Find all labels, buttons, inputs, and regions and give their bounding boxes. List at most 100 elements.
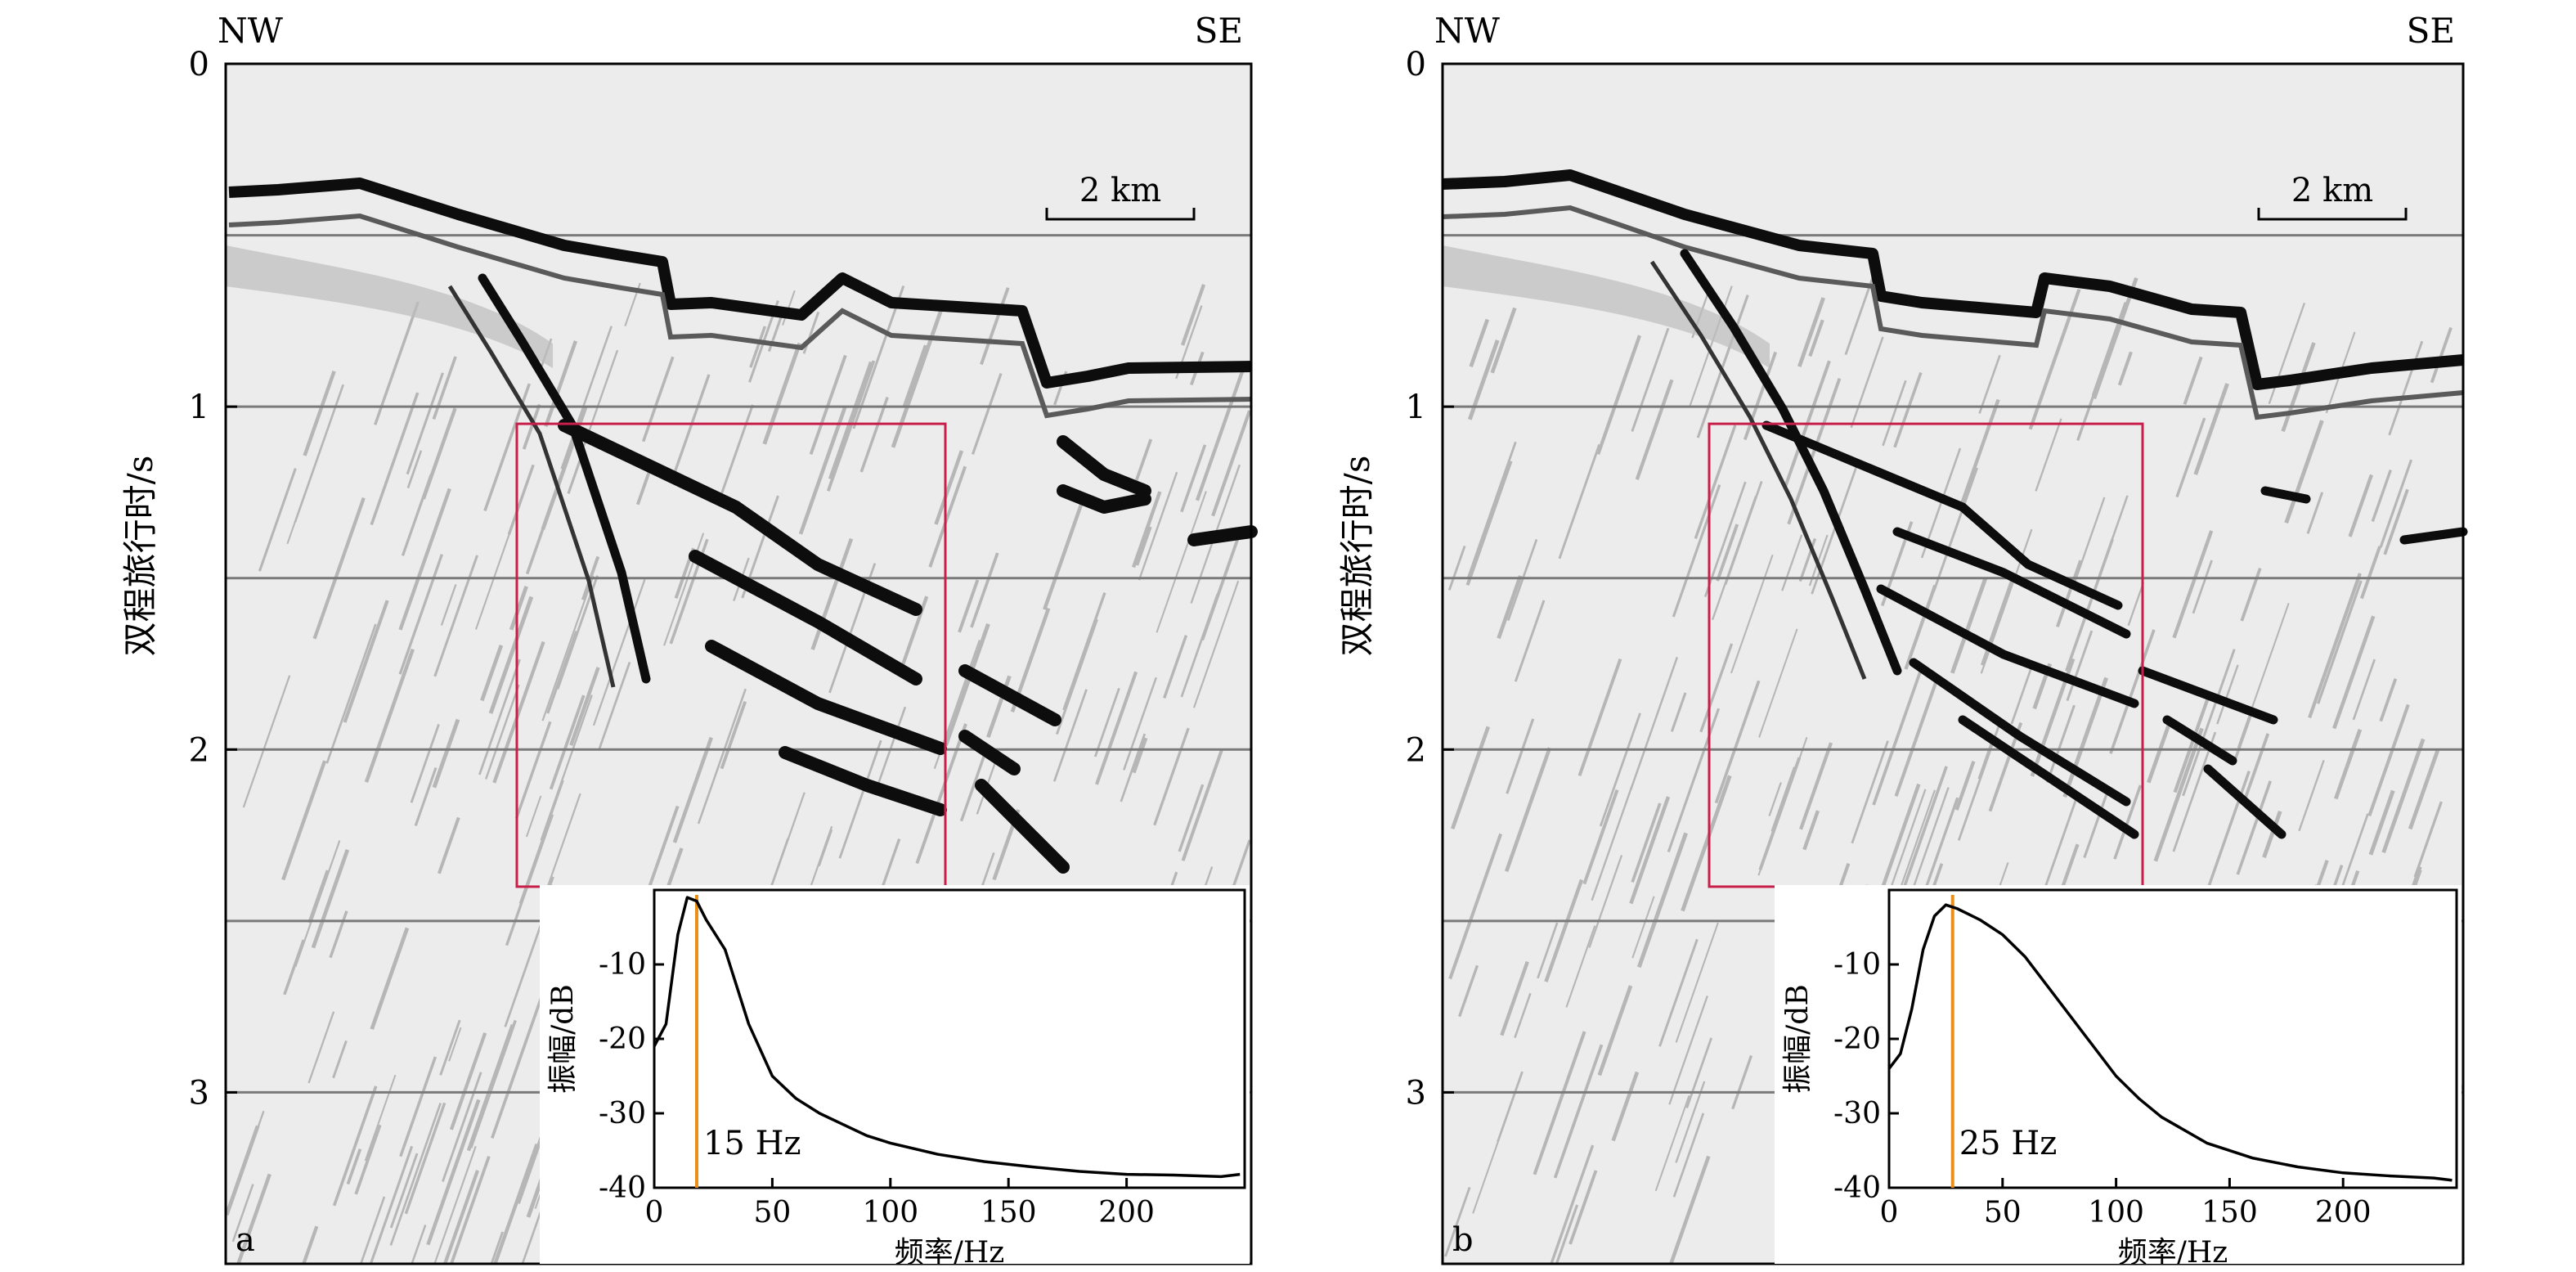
shallow-band [226,245,553,368]
noise-streak [1500,960,1529,1036]
direction-label-left: NW [1434,11,1501,51]
noise-streak [364,648,415,783]
noise-streak [2193,383,2229,475]
noise-streak [2368,789,2395,856]
noise-streak [432,718,460,789]
noise-streak [1893,371,1923,448]
noise-streak [1469,318,1490,368]
noise-streak [401,474,433,556]
noise-streak [826,360,876,492]
noise-streak [2284,420,2324,524]
noise-streak [1577,658,1622,776]
noise-streak [1122,676,1158,771]
noise-streak [2383,488,2409,555]
direction-label-left: NW [218,11,284,51]
noise-streak [1954,760,1976,811]
noise-streak [1696,294,1749,438]
noise-streak [1134,438,1153,481]
inset-x-tick-label: 100 [2088,1196,2144,1229]
noise-streak [762,342,802,445]
inset-x-axis-title: 频率/Hz [895,1236,1005,1270]
noise-streak [1056,618,1098,735]
noise-streak [2332,615,2376,730]
noise-streak [303,370,336,456]
noise-streak [1597,985,1633,1076]
inset-y-tick-label: -10 [599,948,646,982]
noise-streak [302,1225,319,1265]
dipping-reflector [958,664,1061,726]
inset-y-tick-label: -30 [1833,1097,1881,1130]
sub-seafloor-reflector [1442,205,2464,420]
noise-streak [307,1011,335,1084]
inset-y-tick-label: -40 [599,1171,646,1205]
noise-streak [2379,459,2413,548]
panel-label: a [236,1221,255,1259]
noise-streak [1506,538,1538,622]
dipping-reflector [2260,486,2311,504]
noise-streak [1631,896,1655,959]
noise-streak [1743,351,1778,441]
noise-streak [641,356,675,443]
noise-streak [258,468,297,572]
inset-y-tick-label: -30 [599,1097,646,1130]
noise-streak [1630,656,1679,790]
y-tick-label: 3 [189,1074,209,1112]
noise-streak [544,340,578,428]
noise-streak [2262,810,2282,858]
noise-streak [283,939,305,996]
noise-streak [242,675,291,808]
noise-streak [478,658,521,775]
noise-streak [881,838,901,889]
noise-streak [1555,1204,1579,1265]
noise-streak [1093,687,1120,757]
noise-streak [902,344,928,407]
noise-streak [2182,649,2236,797]
noise-streak [958,579,980,633]
noise-streak [411,1225,427,1265]
noise-streak [2371,469,2392,522]
noise-streak [1497,575,1523,640]
noise-streak [406,450,423,489]
noise-streak [2359,546,2382,600]
noise-streak [1668,996,1708,1105]
noise-streak [1672,484,1721,618]
noise-streak [749,326,767,368]
spectrum-inset: 0 50 100 150 200 -10 -20 -30 -40 频率/Hz 振幅/dB 25 Hz [1775,885,2462,1270]
noise-streak [1132,737,1148,774]
y-tick-label: 1 [1406,389,1426,426]
noise-streak [492,640,545,784]
y-tick-label: 1 [189,389,209,426]
noise-streak [2367,703,2410,816]
noise-streak [406,372,444,475]
noise-streak [720,701,747,770]
noise-streak [1611,1071,1640,1142]
noise-streak [915,723,967,865]
spectrum-inset: 0 50 100 150 200 -10 -20 -30 -40 频率/Hz 振幅/dB 15 Hz [540,885,1250,1270]
y-axis-title: 双程旅行时/s [120,456,160,657]
noise-streak [2379,678,2398,722]
noise-streak [1447,545,1466,591]
noise-streak [224,1125,260,1216]
noise-streak [484,684,520,780]
noise-streak [1894,677,1939,797]
noise-streak [2113,784,2143,860]
y-tick-label: 2 [189,731,209,769]
noise-streak [1497,1071,1524,1143]
noise-streak [798,406,847,535]
noise-streak [1599,712,1641,827]
noise-streak [818,829,833,867]
noise-streak [1730,554,1774,674]
noise-streak [374,301,420,425]
inset-x-tick-label: 200 [1098,1196,1155,1229]
noise-streak [560,326,613,470]
noise-streak [1714,680,1761,804]
noise-streak [1138,471,1178,581]
noise-streak [1153,727,1190,826]
noise-streak [1797,297,1825,367]
noise-streak [546,631,578,714]
noise-streak [1591,784,1634,901]
sub-seafloor-reflector [228,213,1252,419]
noise-streak [2413,801,2443,878]
noise-streak [1504,747,1552,872]
noise-streak [1629,796,1671,905]
